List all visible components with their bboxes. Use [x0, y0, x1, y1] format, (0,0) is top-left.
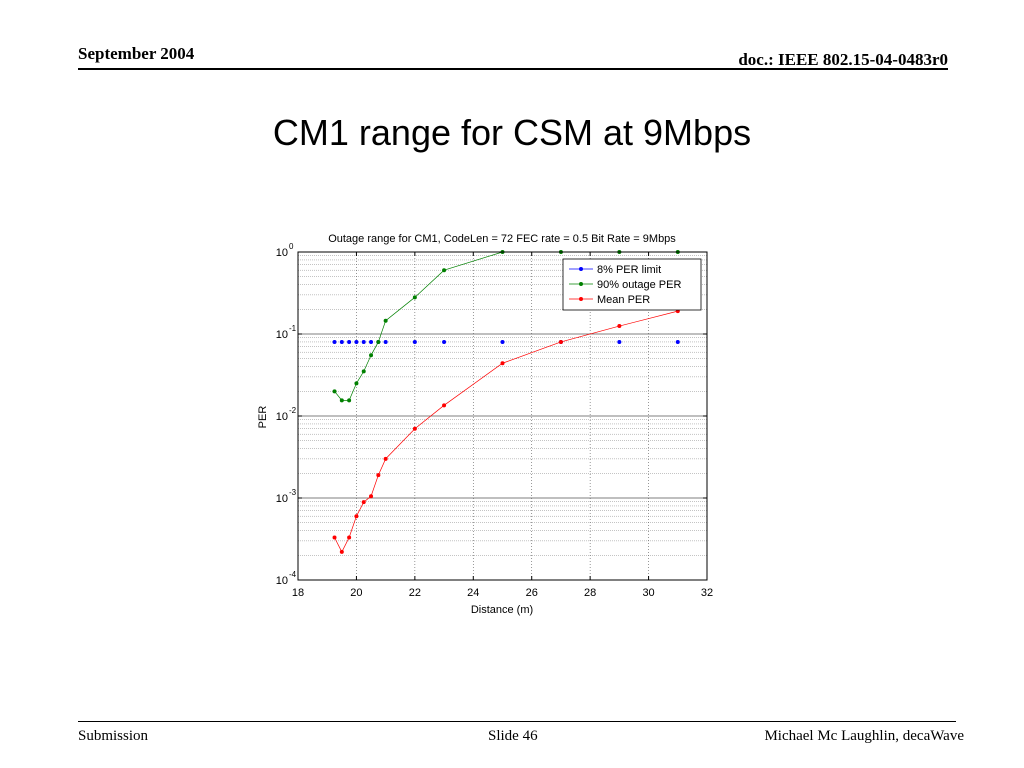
data-point-90-outage-per [361, 369, 366, 374]
data-point-8-per-limit [332, 339, 337, 344]
data-point-8-per-limit [339, 339, 344, 344]
data-point-90-outage-per [412, 295, 417, 300]
data-point-mean-per [361, 500, 366, 505]
data-point-8-per-limit [675, 339, 680, 344]
data-point-8-per-limit [383, 339, 388, 344]
data-point-mean-per [347, 535, 352, 540]
footer-rule [78, 721, 956, 722]
y-tick-exponent: -1 [289, 324, 297, 333]
data-point-mean-per [332, 535, 337, 540]
data-point-8-per-limit [442, 339, 447, 344]
y-tick-label: 10 [276, 247, 288, 259]
data-point-8-per-limit [347, 339, 352, 344]
data-point-mean-per [369, 494, 374, 499]
x-tick-label: 20 [350, 587, 362, 599]
y-tick-exponent: 0 [289, 242, 294, 251]
data-point-90-outage-per [354, 381, 359, 386]
legend-box [562, 258, 702, 311]
legend-marker-8-per-limit [579, 267, 583, 271]
data-point-8-per-limit [617, 339, 622, 344]
data-point-8-per-limit [500, 339, 505, 344]
footer-submission: Submission [78, 728, 149, 744]
chart-title: Outage range for CM1, CodeLen = 72 FEC r… [328, 233, 676, 245]
data-point-8-per-limit [361, 339, 366, 344]
header-rule [78, 68, 948, 70]
y-tick-exponent: -3 [289, 488, 297, 497]
y-axis-label: PER [257, 406, 269, 429]
x-tick-label: 32 [701, 587, 713, 599]
y-tick-label: 10 [276, 329, 288, 341]
y-tick-label: 10 [276, 493, 288, 505]
x-axis-label: Distance (m) [471, 604, 533, 616]
legend-label-90-outage-per: 90% outage PER [597, 279, 681, 291]
data-point-8-per-limit [412, 339, 417, 344]
data-point-90-outage-per [339, 398, 344, 403]
y-tick-label: 10 [276, 411, 288, 423]
y-tick-label: 10 [276, 575, 288, 587]
legend-marker-90-outage-per [579, 282, 583, 286]
slide-title: CM1 range for CSM at 9Mbps [272, 112, 752, 153]
data-point-mean-per [376, 473, 381, 478]
data-point-8-per-limit [369, 339, 374, 344]
data-point-mean-per [383, 456, 388, 461]
y-tick-exponent: -2 [289, 406, 297, 415]
data-point-mean-per [558, 339, 563, 344]
x-tick-label: 28 [584, 587, 596, 599]
series-line-mean-per [334, 310, 678, 553]
x-tick-label: 22 [409, 587, 421, 599]
x-tick-label: 24 [467, 587, 479, 599]
legend-marker-mean-per [579, 297, 583, 301]
data-point-90-outage-per [347, 398, 352, 403]
data-point-mean-per [354, 514, 359, 519]
x-tick-label: 18 [292, 587, 304, 599]
data-point-8-per-limit [354, 339, 359, 344]
header-doc-id: doc.: IEEE 802.15-04-0483r0 [738, 50, 948, 69]
data-point-mean-per [500, 361, 505, 366]
data-point-mean-per [412, 426, 417, 431]
chart-legend: 8% PER limit 90% outage PER Mean PER [562, 258, 702, 311]
header-date: September 2004 [78, 44, 195, 63]
data-point-90-outage-per [369, 353, 374, 358]
data-point-mean-per [617, 324, 622, 329]
footer-slide-number: Slide 46 [488, 728, 538, 744]
x-tick-label: 30 [642, 587, 654, 599]
data-point-90-outage-per [332, 389, 337, 394]
data-point-90-outage-per [442, 268, 447, 273]
legend-label-8-per-limit: 8% PER limit [597, 264, 661, 276]
footer-author: Michael Mc Laughlin, decaWave [764, 728, 964, 744]
data-point-mean-per [339, 549, 344, 554]
data-point-mean-per [442, 403, 447, 408]
data-point-90-outage-per [383, 318, 388, 323]
x-tick-label: 26 [526, 587, 538, 599]
data-point-90-outage-per [376, 339, 381, 344]
legend-label-mean-per: Mean PER [597, 294, 650, 306]
y-tick-exponent: -4 [289, 570, 297, 579]
